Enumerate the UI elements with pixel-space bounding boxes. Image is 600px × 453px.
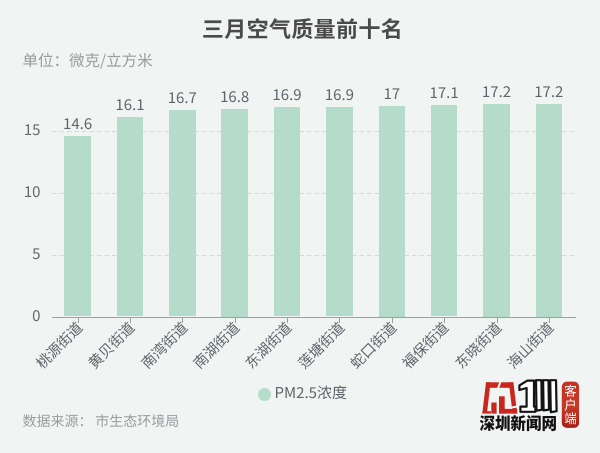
- svg-text:户: 户: [564, 394, 577, 413]
- svg-text:端: 端: [564, 408, 577, 427]
- svg-text:客: 客: [564, 380, 577, 399]
